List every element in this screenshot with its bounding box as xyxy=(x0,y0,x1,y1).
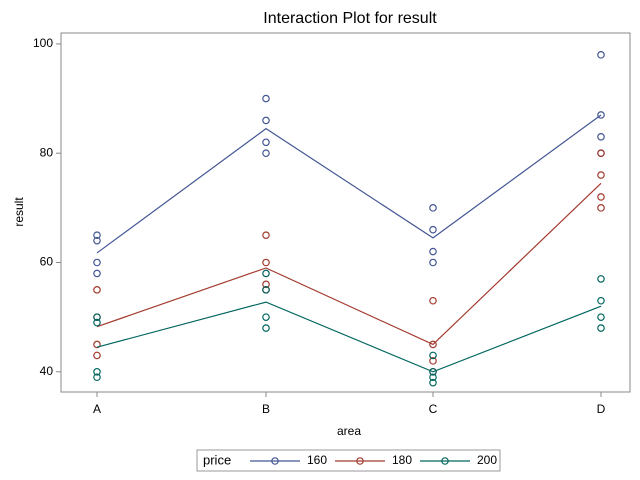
data-point xyxy=(93,340,101,349)
data-point xyxy=(262,258,270,267)
data-point xyxy=(429,340,437,349)
data-point xyxy=(597,275,605,283)
data-point xyxy=(429,247,437,256)
data-point xyxy=(262,286,270,294)
legend-marker xyxy=(441,457,449,465)
data-point xyxy=(93,367,101,376)
data-point xyxy=(429,351,437,360)
data-point xyxy=(93,351,101,360)
legend-title: price xyxy=(203,452,231,467)
data-point xyxy=(93,231,101,239)
legend-label: 200 xyxy=(477,453,497,467)
x-tick-label: B xyxy=(262,402,270,416)
legend-marker xyxy=(271,457,279,465)
data-point xyxy=(429,373,437,382)
data-point xyxy=(597,193,605,201)
x-tick-label: D xyxy=(597,402,606,416)
data-point xyxy=(262,231,270,239)
x-tick-label: A xyxy=(93,402,101,416)
y-tick-label: 80 xyxy=(40,145,54,159)
x-axis-label: area xyxy=(337,424,361,438)
data-point xyxy=(93,236,101,245)
x-tick-label: C xyxy=(429,402,438,416)
data-point xyxy=(93,258,101,267)
y-tick-label: 60 xyxy=(40,255,54,269)
data-point xyxy=(93,269,101,278)
data-point xyxy=(93,313,101,321)
mean-line xyxy=(96,182,602,346)
data-point xyxy=(262,116,270,125)
legend-marker xyxy=(356,457,364,465)
legend-label: 180 xyxy=(392,453,412,467)
mean-line xyxy=(96,301,602,373)
data-point xyxy=(597,296,605,305)
data-point xyxy=(262,149,270,158)
data-point xyxy=(429,204,437,212)
data-point xyxy=(597,149,605,158)
data-point xyxy=(262,313,270,321)
data-point xyxy=(429,296,437,305)
mean-line xyxy=(96,114,602,254)
data-point xyxy=(429,225,437,234)
legend-label: 160 xyxy=(307,453,327,467)
data-point xyxy=(429,258,437,267)
y-tick-label: 100 xyxy=(33,36,53,50)
data-point xyxy=(262,269,270,278)
data-point xyxy=(429,357,437,365)
chart-title: Interaction Plot for result xyxy=(263,10,437,27)
y-tick-label: 40 xyxy=(40,364,54,378)
data-point xyxy=(93,318,101,327)
data-point xyxy=(597,324,605,332)
data-point xyxy=(597,133,605,141)
y-axis-label: result xyxy=(12,197,26,227)
data-point xyxy=(262,280,270,289)
plot-frame xyxy=(60,32,631,393)
data-point xyxy=(597,51,605,59)
data-point xyxy=(262,324,270,332)
data-point xyxy=(597,313,605,321)
data-point xyxy=(429,367,437,376)
data-point xyxy=(93,373,101,382)
data-point xyxy=(597,111,605,119)
data-point xyxy=(597,171,605,179)
data-point xyxy=(262,94,270,103)
data-point xyxy=(93,286,101,294)
data-point xyxy=(597,204,605,212)
data-point xyxy=(262,138,270,147)
data-point xyxy=(429,378,437,387)
